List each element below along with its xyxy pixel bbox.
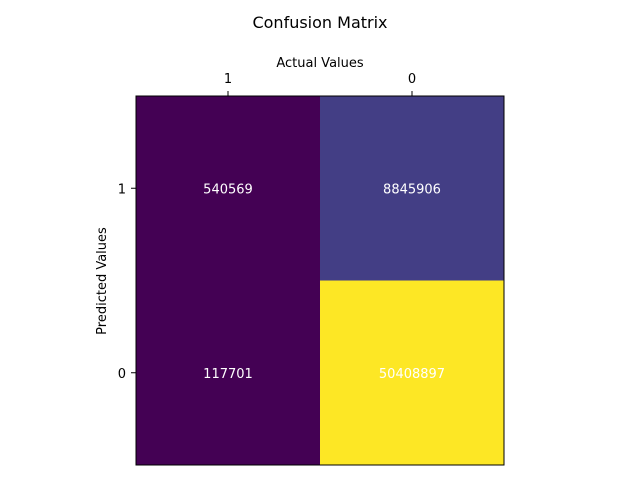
heatmap-cell-r0-c1	[320, 96, 504, 281]
plot-frame	[135, 95, 505, 466]
heatmap-cell-r1-c1	[320, 280, 504, 465]
heatmap-cell-r1-c0	[136, 280, 320, 465]
heatmap-cells	[136, 96, 504, 465]
heatmap-cell-r0-c0	[136, 96, 320, 281]
chart-title: Confusion Matrix	[252, 13, 387, 32]
cell-value-labels: 540569 8845906 117701 50408897	[203, 182, 445, 382]
cell-value-label-r1-c1: 50408897	[379, 367, 445, 382]
cell-value-label-r1-c0: 117701	[203, 367, 253, 382]
cell-value-label-r0-c0: 540569	[203, 182, 253, 197]
x-tick-label: 0	[408, 72, 416, 87]
y-axis-ticks: 10	[118, 182, 136, 382]
x-tick-label: 1	[224, 72, 232, 87]
y-axis-label: Predicted Values	[95, 227, 110, 335]
x-axis-label: Actual Values	[276, 56, 364, 71]
y-tick-label: 1	[118, 182, 126, 197]
y-tick-label: 0	[118, 367, 126, 382]
cell-value-label-r0-c1: 8845906	[383, 182, 441, 197]
